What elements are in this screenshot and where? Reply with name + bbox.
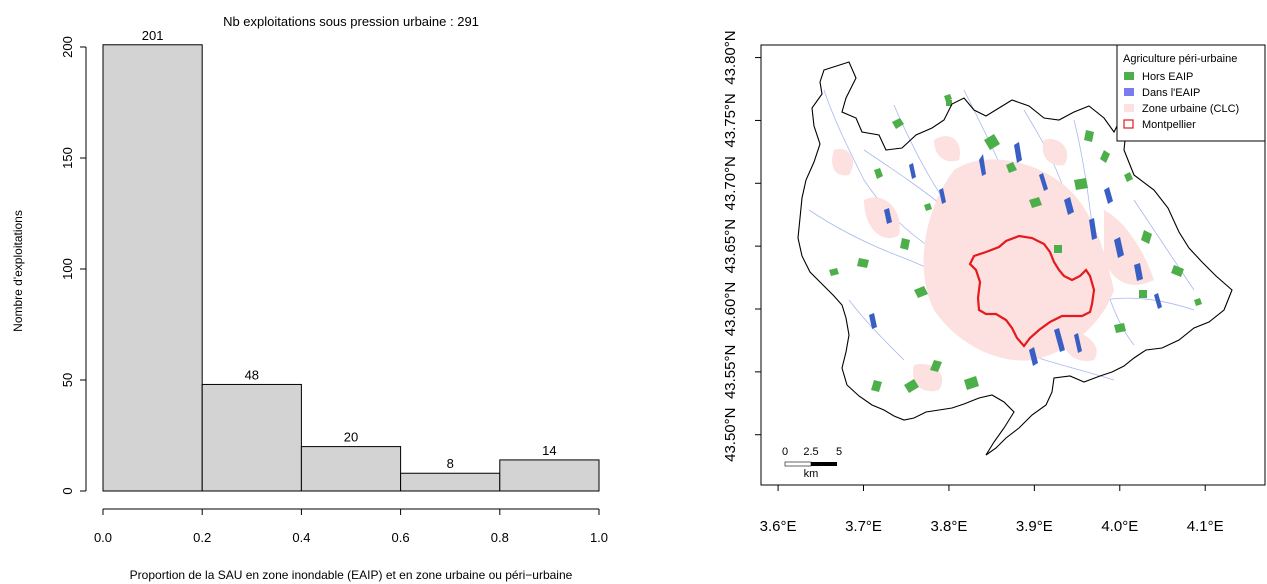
- histogram-chart: Nb exploitations sous pression urbaine :…: [11, 14, 608, 582]
- map-y-tick-label: 43.50°N: [722, 408, 739, 462]
- map-agriculture-hors-eaip: [829, 94, 1202, 393]
- map-y-tick-label: 43.75°N: [722, 93, 739, 147]
- histogram-bar-value-label: 20: [344, 430, 358, 445]
- histogram-y-tick-label: 0: [60, 487, 75, 494]
- scale-bar-label-2-5: 2.5: [803, 446, 818, 458]
- map-urban-zones: [832, 136, 1154, 392]
- histogram-bar-value-label: 48: [245, 367, 259, 382]
- histogram-y-axis-label: Nombre d'exploitations: [11, 210, 25, 332]
- histogram-bar: [102, 44, 203, 492]
- histogram-bar: [400, 472, 501, 492]
- histogram-bars: 201 48 20 8 14: [102, 28, 600, 492]
- scale-bar-label-5: 5: [836, 446, 842, 458]
- legend-label-hors-eaip: Hors EAIP: [1142, 71, 1193, 83]
- map-y-tick-label: 43.55°N: [722, 345, 739, 399]
- legend-label-zone-urbaine: Zone urbaine (CLC): [1142, 103, 1239, 115]
- map-montpellier-outline: [968, 234, 1096, 348]
- legend-label-dans-eaip: Dans l'EAIP: [1142, 87, 1200, 99]
- histogram-y-tick-label: 150: [60, 147, 75, 169]
- legend-box: [1116, 44, 1266, 142]
- map-study-area-outline: [797, 61, 1233, 456]
- map-x-tick-label: 4.1°E: [1187, 518, 1224, 535]
- histogram-y-axis: 0 50 100 150 200: [60, 36, 87, 495]
- map-y-tick-label: 43.65°N: [722, 219, 739, 273]
- histogram-x-tick-label: 0.8: [491, 530, 509, 545]
- map-y-tick-label: 43.70°N: [722, 156, 739, 210]
- legend-label-montpellier: Montpellier: [1142, 119, 1196, 131]
- histogram-bar: [499, 459, 600, 492]
- map-y-axis: 43.50°N 43.55°N 43.60°N 43.65°N 43.70°N 43.75…: [722, 30, 761, 462]
- scale-bar-light: [784, 461, 812, 467]
- scale-bar-unit: km: [804, 468, 819, 480]
- histogram-bar: [300, 446, 402, 492]
- map-y-tick-label: 43.80°N: [722, 30, 739, 84]
- histogram-x-tick-label: 0.6: [392, 530, 410, 545]
- histogram-x-tick-label: 0.4: [292, 530, 310, 545]
- map-x-tick-label: 3.9°E: [1016, 518, 1053, 535]
- histogram-x-axis: 0.0 0.2 0.4 0.6 0.8 1.0: [94, 508, 608, 545]
- map-frame: [760, 44, 1266, 486]
- histogram-y-tick-label: 200: [60, 36, 75, 58]
- map-x-tick-label: 4.0°E: [1101, 518, 1138, 535]
- histogram-x-tick-label: 0.2: [193, 530, 211, 545]
- map-scale-bar: 0 2.5 5 km: [782, 446, 842, 480]
- map-y-tick-label: 43.60°N: [722, 282, 739, 336]
- map-chart: 0 2.5 5 km Agriculture péri-urbaine Hors…: [722, 30, 1266, 535]
- histogram-bar-value-label: 201: [142, 28, 164, 43]
- map-x-tick-label: 3.7°E: [845, 518, 882, 535]
- histogram-y-tick-label: 50: [60, 373, 75, 387]
- histogram-x-tick-label: 1.0: [590, 530, 608, 545]
- histogram-y-tick-label: 100: [60, 258, 75, 280]
- map-legend: Agriculture péri-urbaine Hors EAIP Dans …: [1116, 44, 1266, 142]
- histogram-title: Nb exploitations sous pression urbaine :…: [223, 14, 479, 29]
- scale-bar-dark: [811, 462, 837, 466]
- legend-swatch-zone-urbaine: [1124, 104, 1134, 112]
- map-agriculture-dans-eaip: [869, 142, 1162, 366]
- histogram-x-tick-label: 0.0: [94, 530, 112, 545]
- map-x-tick-label: 3.8°E: [931, 518, 968, 535]
- histogram-bar-value-label: 14: [542, 443, 556, 458]
- map-x-tick-label: 3.6°E: [760, 518, 797, 535]
- histogram-bar-value-label: 8: [447, 456, 454, 471]
- map-x-axis: 3.6°E 3.7°E 3.8°E 3.9°E 4.0°E 4.1°E: [760, 485, 1224, 535]
- scale-bar-label-0: 0: [782, 446, 788, 458]
- histogram-x-axis-label: Proportion de la SAU en zone inondable (…: [130, 568, 573, 582]
- legend-swatch-hors-eaip: [1124, 72, 1134, 80]
- legend-swatch-dans-eaip: [1124, 88, 1134, 96]
- legend-swatch-montpellier: [1123, 119, 1134, 129]
- legend-title: Agriculture péri-urbaine: [1123, 53, 1237, 65]
- histogram-bar: [201, 383, 302, 492]
